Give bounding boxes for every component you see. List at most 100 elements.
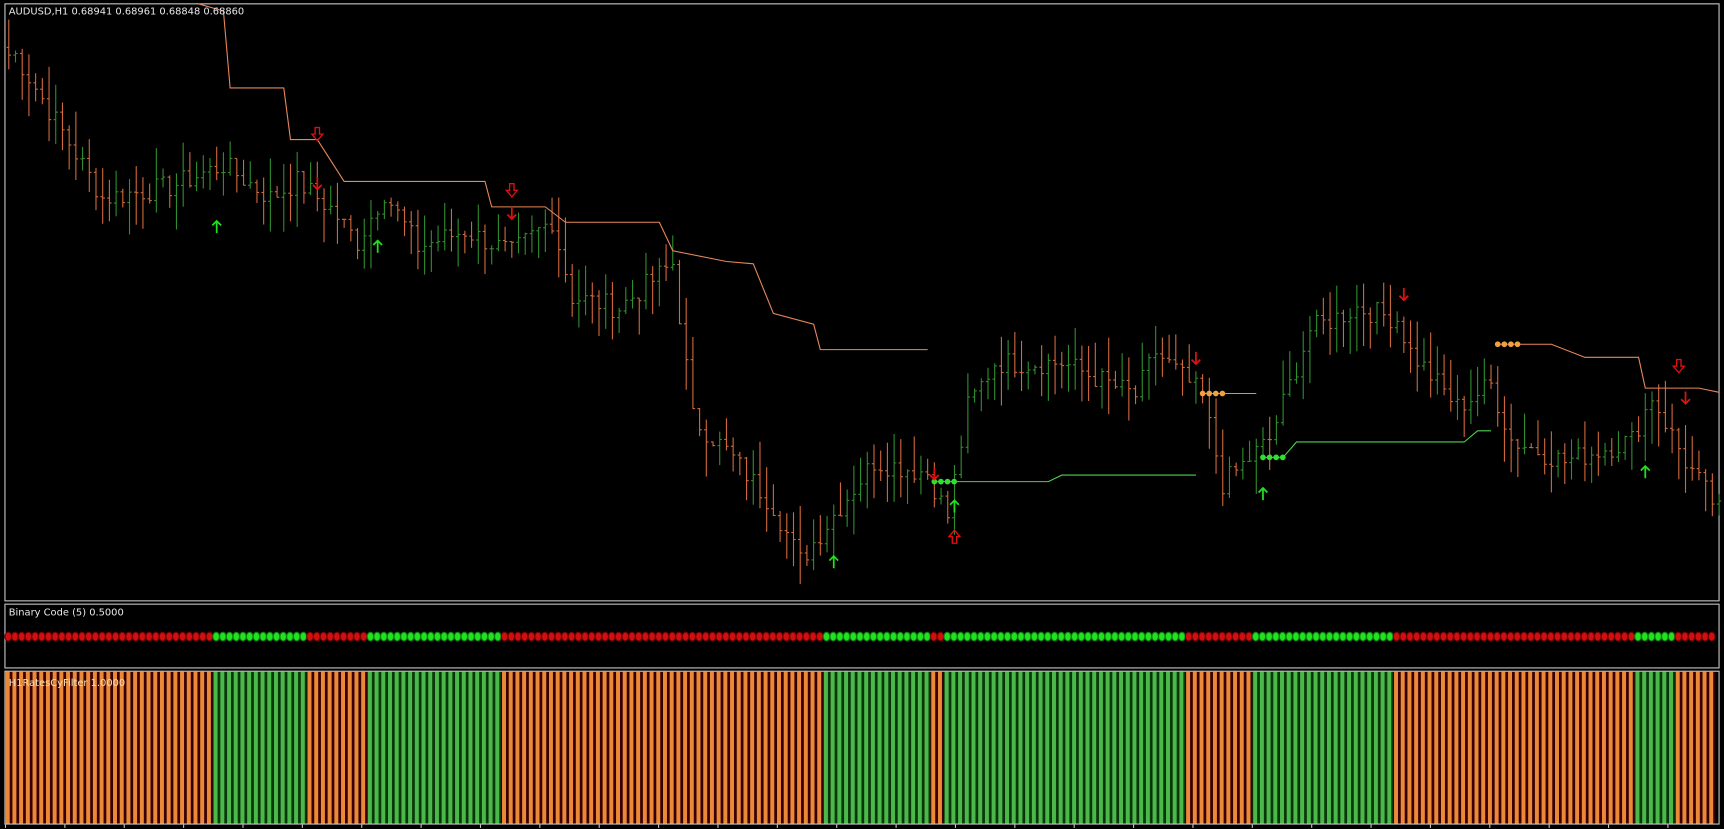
price-bar xyxy=(1589,446,1594,483)
binary-one-dot xyxy=(1010,631,1019,642)
filter-bar-orange xyxy=(1239,671,1244,824)
filter-bar-orange xyxy=(937,671,942,824)
orange-dot-marker xyxy=(1501,341,1508,348)
filter-bar-orange xyxy=(1595,671,1600,824)
price-bar xyxy=(502,226,508,252)
filter-bar-orange xyxy=(931,671,936,824)
filter-bar-green xyxy=(247,671,252,824)
filter-bar-orange xyxy=(59,671,64,824)
rates-filter-panel[interactable]: H1RatesCyFilter 1.0000 xyxy=(4,670,1720,828)
binary-code-panel[interactable]: Binary Code (5) 0.5000 xyxy=(4,603,1720,669)
price-bar xyxy=(469,221,474,248)
price-bar xyxy=(730,437,736,472)
binary-zero-dot xyxy=(661,631,670,642)
price-bar xyxy=(449,208,454,252)
filter-bar-green xyxy=(1280,671,1284,824)
resistance-line xyxy=(196,2,928,351)
price-bar xyxy=(496,214,501,252)
binary-one-dot xyxy=(1379,631,1388,642)
price-bar xyxy=(1066,344,1071,392)
binary-zero-dot xyxy=(1540,631,1548,642)
filter-bar-green xyxy=(294,671,299,824)
price-bar xyxy=(1361,283,1366,347)
price-bar xyxy=(690,337,696,410)
binary-one-dot xyxy=(903,631,911,642)
price-bar xyxy=(999,336,1004,406)
filter-bar-orange xyxy=(1568,671,1573,824)
binary-one-dot xyxy=(460,631,469,642)
binary-one-dot xyxy=(1318,631,1327,642)
price-bar xyxy=(395,201,400,222)
binary-zero-dot xyxy=(1620,631,1629,642)
price-bar xyxy=(1508,403,1514,473)
price-bar xyxy=(818,515,823,556)
filter-bar-green xyxy=(414,671,419,824)
price-bar xyxy=(160,168,166,188)
orange-dot-marker xyxy=(1206,390,1213,397)
price-bar xyxy=(1683,425,1688,493)
filter-bar-green xyxy=(1085,671,1090,824)
price-bar xyxy=(804,545,810,566)
price-bar xyxy=(1307,315,1313,384)
filter-bar-green xyxy=(904,671,909,824)
binary-one-dot xyxy=(1298,631,1307,642)
price-bar xyxy=(107,179,112,222)
binary-one-dot xyxy=(1251,631,1260,642)
binary-zero-dot xyxy=(1231,631,1240,642)
filter-bar-orange xyxy=(1246,671,1251,824)
binary-zero-dot xyxy=(762,631,770,642)
filter-bar-green xyxy=(1353,671,1358,824)
price-bar xyxy=(784,513,789,559)
binary-one-dot xyxy=(1137,631,1146,642)
binary-zero-dot xyxy=(178,631,187,642)
price-bar xyxy=(1663,380,1668,433)
binary-zero-dot xyxy=(614,631,623,642)
filter-bar-green xyxy=(381,671,386,824)
price-bar xyxy=(227,141,233,176)
filter-bar-green xyxy=(1293,671,1298,824)
price-bar xyxy=(1354,284,1360,352)
binary-one-dot xyxy=(1111,631,1119,642)
price-bar xyxy=(1602,442,1608,466)
filter-bar-orange xyxy=(1186,671,1191,824)
price-bar xyxy=(1669,403,1675,454)
filter-bar-orange xyxy=(86,671,91,824)
price-bar xyxy=(1649,391,1655,444)
binary-one-dot xyxy=(1023,631,1032,642)
binary-zero-dot xyxy=(634,631,643,642)
filter-bar-green xyxy=(495,671,500,824)
filter-bar-green xyxy=(978,671,983,824)
red-hollow-up-arrow-icon xyxy=(947,529,962,544)
filter-bar-orange xyxy=(609,671,614,824)
filter-bar-orange xyxy=(1508,671,1513,824)
price-bar xyxy=(1522,413,1527,455)
price-bar xyxy=(898,439,904,498)
binary-zero-dot xyxy=(1533,631,1542,642)
binary-one-dot xyxy=(373,631,381,642)
filter-bar-green xyxy=(1373,671,1378,824)
price-bar xyxy=(46,66,52,142)
binary-zero-dot xyxy=(1600,631,1609,642)
filter-bar-orange xyxy=(320,671,325,824)
binary-one-dot xyxy=(1352,631,1361,642)
binary-zero-dot xyxy=(1446,631,1455,642)
filter-bar-orange xyxy=(662,671,667,824)
filter-bar-orange xyxy=(1420,671,1425,824)
filter-bar-green xyxy=(233,671,238,824)
green-up-arrow-icon xyxy=(949,499,960,513)
binary-one-dot xyxy=(1339,631,1347,642)
binary-one-dot xyxy=(1050,631,1059,642)
price-bar xyxy=(1347,308,1353,354)
price-bar xyxy=(1233,462,1239,477)
price-bar xyxy=(1703,469,1708,512)
main-price-panel[interactable]: AUDUSD,H1 0.68941 0.68961 0.68848 0.6886… xyxy=(4,2,1722,602)
binary-zero-dot xyxy=(675,631,683,642)
price-bar xyxy=(771,484,776,517)
binary-one-dot xyxy=(1131,631,1139,642)
red-down-arrow-icon xyxy=(929,467,940,481)
filter-bar-orange xyxy=(1541,671,1546,824)
filter-bar-orange xyxy=(173,671,178,824)
filter-bar-orange xyxy=(1474,671,1479,824)
binary-one-dot xyxy=(1077,631,1086,642)
